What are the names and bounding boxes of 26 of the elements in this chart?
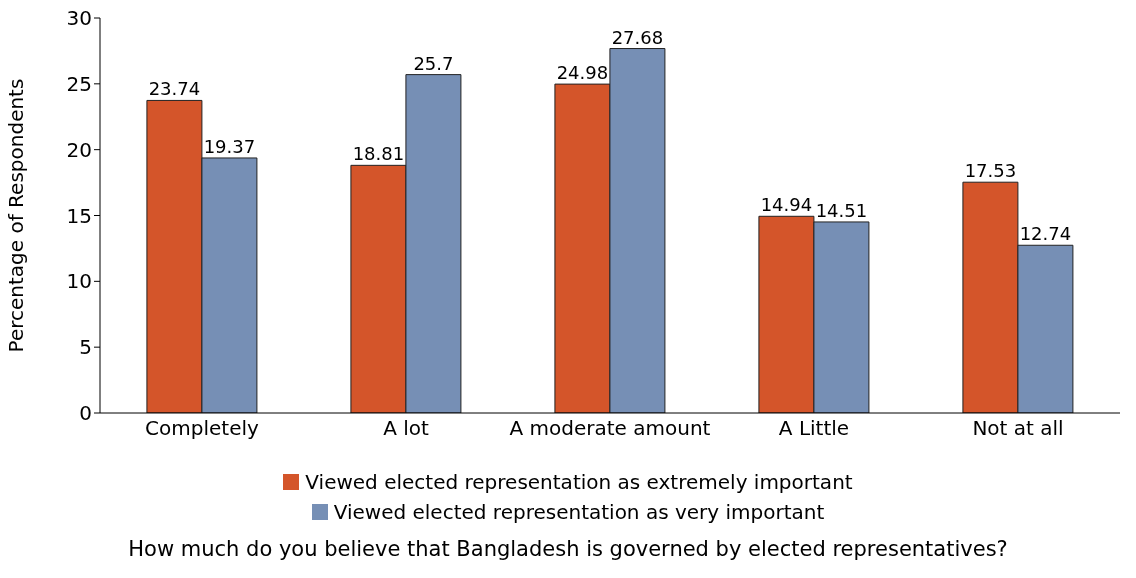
y-tick-label: 0 xyxy=(79,401,92,426)
data-label: 27.68 xyxy=(611,26,664,48)
data-label: 24.98 xyxy=(556,62,609,84)
data-label: 12.74 xyxy=(1019,223,1072,245)
x-tick-label: A lot xyxy=(383,416,429,441)
legend-label: Viewed elected representation as extremely important xyxy=(305,469,853,496)
data-label: 14.94 xyxy=(760,194,813,216)
data-label: 25.7 xyxy=(413,52,454,74)
y-tick-label: 5 xyxy=(79,335,92,360)
data-label: 17.53 xyxy=(964,160,1017,182)
x-tick-label: Completely xyxy=(145,416,260,441)
x-tick-label: A moderate amount xyxy=(509,416,711,441)
y-tick-label: 20 xyxy=(66,137,92,162)
y-tick-label: 10 xyxy=(66,269,92,294)
y-tick-label: 30 xyxy=(66,6,92,31)
data-label: 23.74 xyxy=(148,78,201,100)
y-tick-label: 15 xyxy=(66,203,92,228)
data-label: 14.51 xyxy=(815,199,868,221)
y-axis-title: Percentage of Respondents xyxy=(4,78,29,353)
data-label: 18.81 xyxy=(352,143,405,165)
x-axis-title: How much do you believe that Bangladesh is governed by elected representatives? xyxy=(127,537,1009,561)
x-tick-label: Not at all xyxy=(972,416,1064,441)
y-tick-label: 25 xyxy=(66,71,92,96)
x-tick-label: A Little xyxy=(778,416,850,441)
legend-label: Viewed elected representation as very important xyxy=(333,499,825,526)
data-label: 19.37 xyxy=(203,135,256,157)
